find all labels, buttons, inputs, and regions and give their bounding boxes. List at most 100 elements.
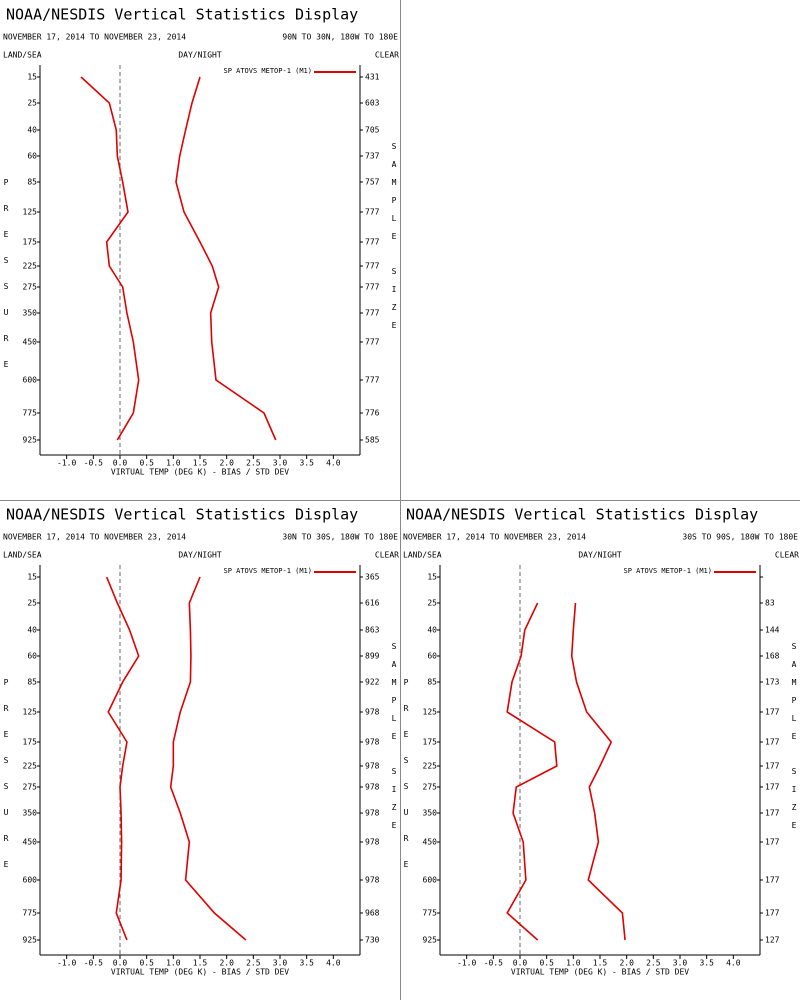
header: LAND/SEA [3,551,42,560]
chart-panel: NOAA/NESDIS Vertical Statistics Display N… [3,6,399,477]
sample-size: 168 [765,652,780,661]
sample-size: 978 [365,762,380,771]
sample-size: 777 [365,338,380,347]
y-tick-label: 275 [23,783,38,792]
header: CLEAR [375,551,399,560]
subtitle: NOVEMBER 17, 2014 TO NOVEMBER 23, 2014 [3,33,186,42]
x-tick-label: -1.0 [457,959,476,968]
header: DAY/NIGHT [178,51,222,60]
sample-size: 177 [765,809,780,818]
y-tick-label: 275 [23,283,38,292]
chart-panel: NOAA/NESDIS Vertical Statistics Display N… [403,506,799,977]
y-tick-label: 350 [23,309,38,318]
sample-size: 978 [365,738,380,747]
x-tick-label: -1.0 [57,959,76,968]
y-tick-label: 600 [423,876,438,885]
sample-size: 730 [365,936,380,945]
region: 30S TO 90S, 180W TO 180E [682,533,798,542]
y-tick-label: 600 [23,376,38,385]
legend-label: SP ATOVS METOP-1 (M1) [223,567,312,575]
y-tick-label: 40 [27,626,37,635]
sample-size: 776 [365,409,380,418]
sample-size: 978 [365,838,380,847]
x-tick-label: 2.5 [646,959,661,968]
region: 30N TO 30S, 180W TO 180E [282,533,398,542]
sample-size: 737 [365,152,380,161]
sample-size: 365 [365,573,380,582]
sample-size: 757 [365,178,380,187]
y-tick-label: 175 [23,738,38,747]
x-tick-label: 3.5 [299,959,314,968]
y-tick-label: 85 [427,678,437,687]
y-tick-label: 350 [23,809,38,818]
x-tick-label: 0.5 [139,959,154,968]
sample-size: 173 [765,678,780,687]
sample-size: 616 [365,599,380,608]
y-tick-label: 775 [23,409,38,418]
sample-size: 177 [765,762,780,771]
sample-size: 777 [365,283,380,292]
region: 90N TO 30N, 180W TO 180E [282,33,398,42]
y-tick-label: 25 [27,599,37,608]
x-tick-label: 0.0 [113,459,128,468]
x-tick-label: 4.0 [326,459,341,468]
sample-size: 777 [365,238,380,247]
x-tick-label: 3.5 [299,459,314,468]
sample-size: 978 [365,809,380,818]
header: DAY/NIGHT [178,551,222,560]
sample-size: 968 [365,909,380,918]
y-tick-label: 450 [23,838,38,847]
sample-size: 177 [765,738,780,747]
x-axis-label: VIRTUAL TEMP (DEG K) - BIAS / STD DEV [511,968,689,977]
x-tick-label: 1.0 [566,959,581,968]
header: LAND/SEA [403,551,442,560]
sample-size: 777 [365,376,380,385]
sample-size: 777 [365,262,380,271]
chart-title: NOAA/NESDIS Vertical Statistics Display [6,6,358,24]
subtitle: NOVEMBER 17, 2014 TO NOVEMBER 23, 2014 [3,533,186,542]
x-tick-label: -0.5 [484,959,503,968]
subtitle: NOVEMBER 17, 2014 TO NOVEMBER 23, 2014 [403,533,586,542]
std-dev-line [169,576,247,941]
sample-size: 177 [765,909,780,918]
std-dev-line [570,602,626,941]
y-tick-label: 225 [23,762,38,771]
sample-size: 863 [365,626,380,635]
x-tick-label: 0.0 [113,959,128,968]
x-tick-label: 4.0 [726,959,741,968]
y-tick-label: 450 [23,338,38,347]
y-tick-label: 775 [23,909,38,918]
y-tick-label: 85 [27,678,37,687]
y-tick-label: 15 [27,73,37,82]
x-tick-label: 3.0 [673,959,688,968]
sample-size: 899 [365,652,380,661]
header: CLEAR [375,51,399,60]
x-tick-label: 3.5 [699,959,714,968]
y-tick-label: 85 [27,178,37,187]
sample-size: 177 [765,838,780,847]
x-axis-label: VIRTUAL TEMP (DEG K) - BIAS / STD DEV [111,468,289,477]
header: DAY/NIGHT [578,551,622,560]
y-tick-label: 25 [27,99,37,108]
sample-size: 777 [365,309,380,318]
bias-line [506,602,558,941]
x-tick-label: -0.5 [84,959,103,968]
y-tick-label: 25 [427,599,437,608]
sample-size: 978 [365,783,380,792]
x-axis-label: VIRTUAL TEMP (DEG K) - BIAS / STD DEV [111,968,289,977]
y-tick-label: 450 [423,838,438,847]
x-tick-label: -0.5 [84,459,103,468]
chart-panel: NOAA/NESDIS Vertical Statistics Display N… [3,506,399,977]
y-tick-label: 15 [27,573,37,582]
std-dev-line [175,76,277,441]
y-tick-label: 125 [23,208,38,217]
y-tick-label: 40 [27,126,37,135]
x-tick-label: 2.5 [246,959,261,968]
y-tick-label: 225 [23,262,38,271]
sample-size: 978 [365,708,380,717]
